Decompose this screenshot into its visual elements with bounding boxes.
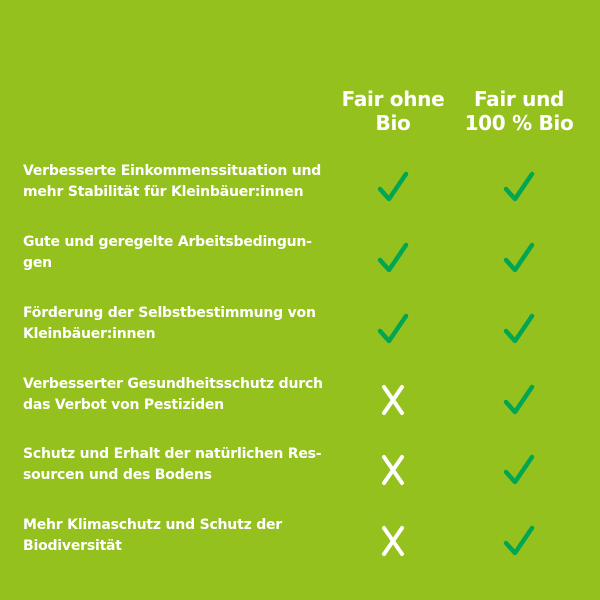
row-label: Schutz und Erhalt der natürlichen Res-so… bbox=[23, 444, 343, 486]
comparison-row: Verbesserte Einkommenssituation und mehr … bbox=[0, 161, 600, 211]
row-label-line: Gute und geregelte Arbeitsbedingun- bbox=[23, 234, 312, 250]
column-header-line: 100 % Bio bbox=[464, 111, 574, 135]
cross-icon bbox=[373, 523, 413, 559]
row-label: Mehr Klimaschutz und Schutz der Biodivers… bbox=[23, 515, 343, 557]
row-label-line: Mehr Klimaschutz und Schutz der bbox=[23, 517, 283, 533]
column-header-fair-und-bio: Fair und 100 % Bio bbox=[454, 87, 584, 135]
column-header-fair-ohne-bio: Fair ohne Bio bbox=[328, 87, 458, 135]
row-label-line: sourcen und des Bodens bbox=[23, 467, 212, 483]
check-icon bbox=[499, 311, 539, 347]
row-label-line: Kleinbäuer:innen bbox=[23, 326, 156, 342]
column-header-line: Fair und bbox=[473, 87, 565, 111]
check-icon bbox=[373, 169, 413, 205]
row-label-line: Förderung der Selbstbestimmung von bbox=[23, 305, 316, 321]
cross-icon bbox=[373, 382, 413, 418]
check-icon bbox=[499, 452, 539, 488]
comparison-row: Mehr Klimaschutz und Schutz der Biodivers… bbox=[0, 515, 600, 565]
check-icon bbox=[373, 240, 413, 276]
row-label-line: Biodiversität bbox=[23, 538, 122, 554]
row-label: Förderung der Selbstbestimmung von Kleinb… bbox=[23, 303, 343, 345]
comparison-row: Schutz und Erhalt der natürlichen Res-so… bbox=[0, 444, 600, 494]
comparison-row: Verbesserter Gesundheitsschutz durch das … bbox=[0, 374, 600, 424]
row-label: Verbesserter Gesundheitsschutz durch das … bbox=[23, 374, 343, 416]
row-label-line: mehr Stabilität für Kleinbäuer:innen bbox=[23, 184, 304, 200]
check-icon bbox=[499, 382, 539, 418]
row-label-line: Verbesserte Einkommenssituation und bbox=[23, 163, 322, 179]
comparison-row: Gute und geregelte Arbeitsbedingun-gen bbox=[0, 232, 600, 282]
check-icon bbox=[499, 169, 539, 205]
check-icon bbox=[499, 523, 539, 559]
cross-icon bbox=[373, 452, 413, 488]
row-label-line: Schutz und Erhalt der natürlichen Res- bbox=[23, 446, 322, 462]
column-header-line: Fair ohne bbox=[341, 87, 445, 111]
comparison-row: Förderung der Selbstbestimmung von Kleinb… bbox=[0, 303, 600, 353]
check-icon bbox=[499, 240, 539, 276]
row-label-line: gen bbox=[23, 255, 52, 271]
row-label: Gute und geregelte Arbeitsbedingun-gen bbox=[23, 232, 343, 274]
row-label-line: das Verbot von Pestiziden bbox=[23, 397, 224, 413]
check-icon bbox=[373, 311, 413, 347]
row-label-line: Verbesserter Gesundheitsschutz durch bbox=[23, 376, 323, 392]
column-header-line: Bio bbox=[375, 111, 411, 135]
row-label: Verbesserte Einkommenssituation und mehr … bbox=[23, 161, 343, 203]
